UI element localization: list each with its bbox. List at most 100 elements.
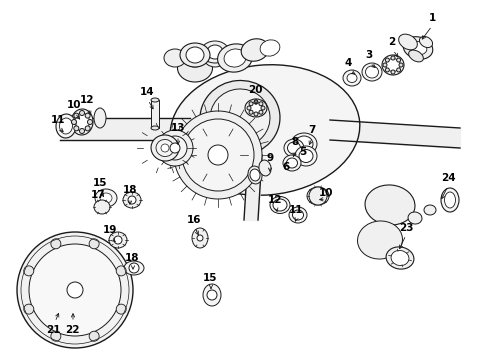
Circle shape	[116, 304, 126, 314]
Text: 9: 9	[267, 153, 273, 163]
Text: 7: 7	[308, 125, 316, 135]
Circle shape	[74, 126, 79, 131]
Circle shape	[85, 126, 90, 131]
Ellipse shape	[288, 142, 300, 154]
Ellipse shape	[259, 160, 271, 176]
Text: 23: 23	[399, 223, 413, 233]
Ellipse shape	[186, 47, 204, 63]
Text: 12: 12	[268, 195, 282, 205]
Text: 1: 1	[428, 13, 436, 23]
Circle shape	[259, 110, 263, 114]
Ellipse shape	[94, 200, 110, 214]
Ellipse shape	[109, 232, 127, 248]
Ellipse shape	[362, 63, 382, 81]
Ellipse shape	[177, 54, 213, 82]
Circle shape	[254, 112, 258, 116]
Ellipse shape	[424, 205, 436, 215]
Ellipse shape	[241, 39, 269, 61]
Circle shape	[170, 143, 180, 153]
Circle shape	[24, 266, 34, 276]
Ellipse shape	[444, 192, 456, 208]
Text: 15: 15	[203, 273, 217, 283]
Ellipse shape	[270, 197, 290, 213]
Ellipse shape	[71, 109, 93, 135]
Circle shape	[157, 130, 193, 166]
Ellipse shape	[123, 192, 141, 208]
Ellipse shape	[293, 210, 303, 220]
Ellipse shape	[347, 73, 357, 82]
Text: 21: 21	[46, 325, 60, 335]
Circle shape	[247, 106, 251, 110]
Text: 11: 11	[289, 205, 303, 215]
Circle shape	[182, 119, 254, 191]
Text: 3: 3	[366, 50, 372, 60]
Circle shape	[24, 304, 34, 314]
Text: 19: 19	[103, 225, 117, 235]
Circle shape	[249, 102, 253, 106]
Text: 22: 22	[65, 325, 79, 335]
Ellipse shape	[295, 136, 313, 152]
Text: 10: 10	[67, 100, 81, 110]
Ellipse shape	[273, 199, 287, 211]
Circle shape	[89, 239, 99, 249]
Circle shape	[17, 232, 133, 348]
Ellipse shape	[151, 98, 159, 102]
Ellipse shape	[100, 193, 112, 203]
Circle shape	[163, 136, 187, 160]
Text: 11: 11	[51, 115, 65, 125]
Ellipse shape	[386, 247, 414, 269]
Circle shape	[207, 290, 217, 300]
Circle shape	[261, 106, 265, 110]
Ellipse shape	[207, 45, 223, 59]
Ellipse shape	[408, 212, 422, 224]
Ellipse shape	[289, 207, 307, 223]
Ellipse shape	[74, 113, 90, 131]
Circle shape	[208, 145, 228, 165]
Circle shape	[79, 129, 84, 134]
Circle shape	[385, 68, 390, 72]
Text: 20: 20	[248, 85, 262, 95]
Text: 5: 5	[299, 147, 307, 157]
Ellipse shape	[156, 139, 174, 157]
Text: 10: 10	[319, 188, 333, 198]
Circle shape	[29, 244, 121, 336]
Text: 17: 17	[91, 190, 105, 200]
Circle shape	[174, 111, 262, 199]
Ellipse shape	[124, 261, 144, 275]
Ellipse shape	[295, 146, 317, 166]
Ellipse shape	[164, 49, 186, 67]
Ellipse shape	[343, 70, 361, 86]
Circle shape	[309, 187, 327, 205]
Ellipse shape	[218, 44, 252, 72]
Ellipse shape	[250, 169, 260, 181]
Circle shape	[85, 113, 90, 118]
Text: 6: 6	[282, 162, 290, 172]
Ellipse shape	[224, 49, 246, 67]
Ellipse shape	[245, 99, 267, 117]
Circle shape	[249, 110, 253, 114]
Ellipse shape	[409, 50, 423, 62]
Text: 18: 18	[125, 253, 139, 263]
Ellipse shape	[203, 284, 221, 306]
Ellipse shape	[419, 36, 433, 48]
Ellipse shape	[386, 59, 400, 72]
Ellipse shape	[151, 126, 159, 130]
Text: 13: 13	[171, 123, 185, 133]
Ellipse shape	[161, 144, 169, 152]
Ellipse shape	[260, 40, 280, 56]
Ellipse shape	[365, 185, 415, 225]
Bar	[151, 100, 159, 128]
Ellipse shape	[201, 41, 229, 63]
Ellipse shape	[283, 155, 301, 171]
Circle shape	[79, 111, 84, 116]
Ellipse shape	[291, 133, 317, 155]
Circle shape	[399, 63, 403, 67]
Ellipse shape	[204, 49, 226, 67]
Circle shape	[128, 196, 136, 204]
Circle shape	[72, 120, 76, 125]
Ellipse shape	[382, 55, 404, 75]
Text: 12: 12	[80, 95, 94, 105]
Ellipse shape	[94, 108, 106, 128]
Text: 16: 16	[187, 215, 201, 225]
Ellipse shape	[192, 228, 208, 248]
